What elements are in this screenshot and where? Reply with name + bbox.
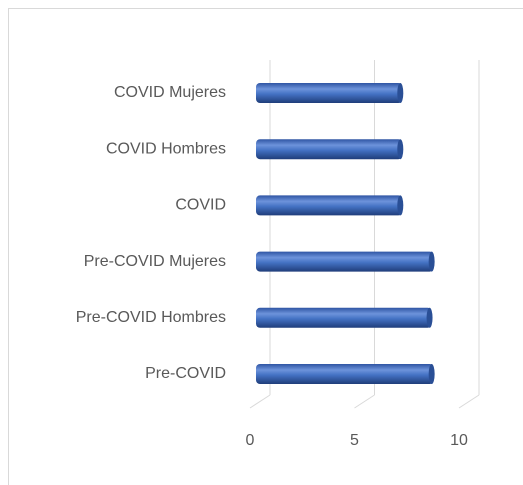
y-tick-label: Pre-COVID Hombres (76, 309, 226, 326)
bar-cap (428, 364, 435, 384)
grid-line-floor (249, 394, 271, 409)
y-tick-label: COVID Hombres (106, 140, 226, 157)
bar-cap (397, 139, 404, 160)
bar (256, 139, 403, 160)
bar-cap (426, 307, 433, 328)
grid-line-floor (354, 394, 375, 409)
x-tick-label: 10 (450, 432, 468, 449)
bar (256, 307, 432, 328)
chart-frame (8, 8, 523, 485)
bar (256, 195, 403, 216)
bar (256, 251, 434, 272)
bar-cap (428, 251, 435, 272)
x-tick-label: 5 (350, 432, 359, 449)
bar (256, 364, 434, 384)
bar-cap (397, 83, 404, 103)
bar (256, 83, 403, 103)
y-tick-label: Pre-COVID Mujeres (84, 253, 226, 270)
y-tick-label: COVID Mujeres (114, 84, 226, 101)
bar-cap (397, 195, 404, 216)
y-tick-label: COVID (175, 197, 226, 214)
x-tick-label: 0 (246, 432, 255, 449)
grid-line-floor (458, 394, 480, 409)
y-tick-label: Pre-COVID (145, 365, 226, 382)
